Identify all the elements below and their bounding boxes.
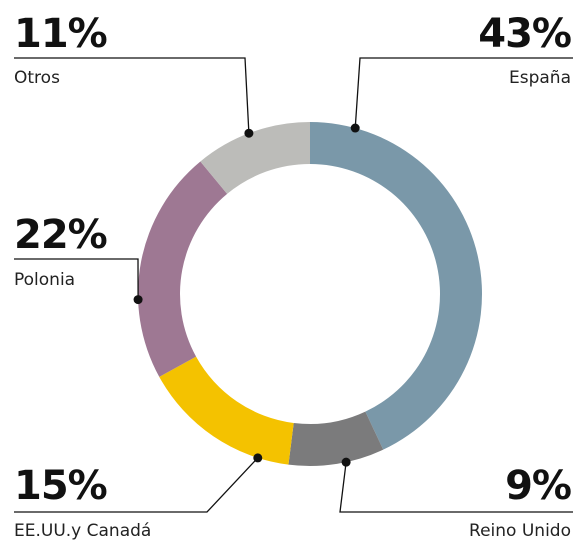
data-label-espana-percent: 43% <box>478 11 572 57</box>
donut-slice-otros <box>200 122 310 194</box>
donut-slice-reino-unido <box>288 411 384 466</box>
leader-lines <box>14 57 573 513</box>
donut-slice-ee-uu-y-canada <box>159 356 294 465</box>
category-label-eeuu-canada: EE.UU.y Canadá <box>14 521 152 541</box>
donut-slice-espana <box>310 122 482 450</box>
data-label-eeuu-canada-percent: 15% <box>14 463 108 509</box>
donut-slice-polonia <box>138 161 228 377</box>
leader-line-ee-uu-y-canada <box>14 457 259 513</box>
data-label-reino-unido-percent: 9% <box>505 463 572 509</box>
data-label-polonia-percent: 22% <box>14 212 108 258</box>
category-label-polonia: Polonia <box>14 270 76 290</box>
category-label-otros: Otros <box>14 68 60 88</box>
donut-slices <box>138 122 482 466</box>
leader-dot-espana <box>350 123 360 133</box>
category-label-reino-unido: Reino Unido <box>469 521 571 541</box>
leader-dot-reino-unido <box>341 457 351 467</box>
leader-line-espana <box>354 57 573 129</box>
leader-line-polonia <box>14 258 139 300</box>
leader-dot-otros <box>244 128 254 138</box>
data-label-otros-percent: 11% <box>14 11 108 57</box>
leader-dot-polonia <box>133 295 143 305</box>
category-label-espana: España <box>509 68 571 88</box>
leader-line-reino-unido <box>339 462 573 513</box>
leader-line-otros <box>14 57 250 134</box>
leader-dot-ee-uu-y-canada <box>253 453 263 463</box>
